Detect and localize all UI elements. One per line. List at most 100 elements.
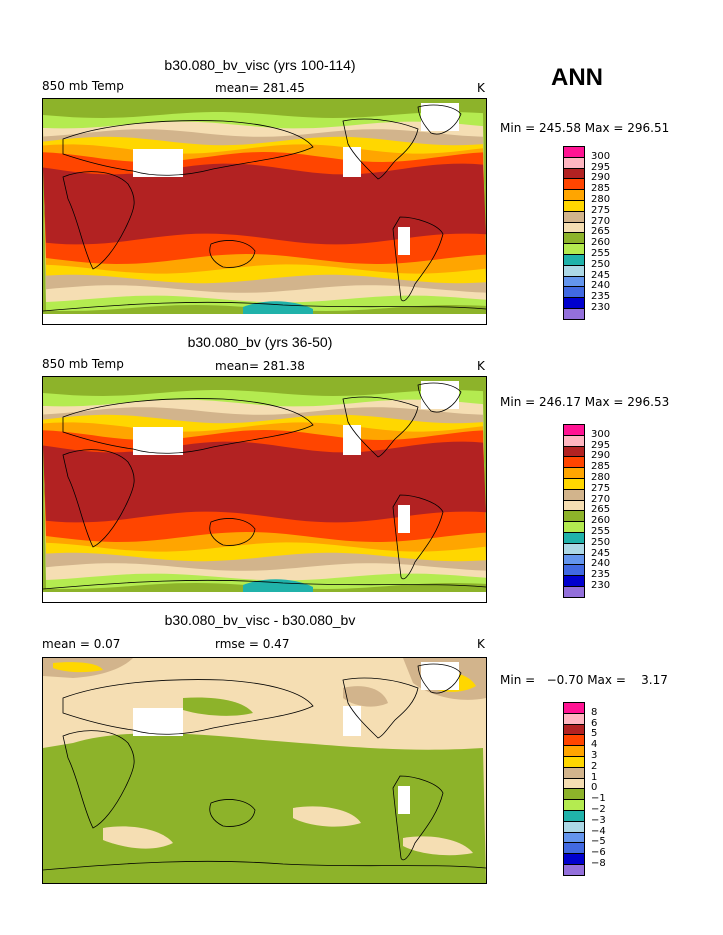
colorbar-box	[563, 221, 585, 234]
panel2-units: K	[477, 359, 485, 373]
panel3-title: b30.080_bv_visc - b30.080_bv	[164, 612, 356, 628]
colorbar-level-label: 300	[591, 150, 611, 162]
colorbar-level-label: 295	[591, 161, 611, 173]
colorbar-level-label: 270	[591, 493, 611, 505]
colorbar-box	[563, 167, 585, 180]
colorbar-box	[563, 424, 585, 436]
panel1-units: K	[477, 81, 485, 95]
coastline	[392, 494, 444, 580]
colorbar-box	[563, 521, 585, 533]
coastline	[209, 518, 256, 546]
diff-region-0-to-1	[293, 806, 361, 827]
colorbar-level-label: 3	[591, 750, 598, 761]
colorbar-level-label: 290	[591, 450, 611, 462]
colorbar-level-label: −4	[591, 825, 606, 837]
colorbar-box	[563, 820, 585, 833]
panel2-temperature-map	[42, 376, 487, 603]
high-terrain-mask	[398, 786, 410, 814]
colorbar-level-label: 275	[591, 482, 611, 494]
high-terrain-mask	[133, 427, 183, 455]
high-terrain-mask	[421, 103, 459, 131]
panel3-min-max: Min = −0.70 Max = 3.17	[500, 673, 668, 687]
colorbar-box	[563, 297, 585, 309]
colorbar-box	[563, 864, 585, 876]
high-terrain-mask	[133, 149, 183, 177]
panel3-rmse: rmse = 0.47	[215, 637, 290, 651]
colorbar-box	[563, 264, 585, 277]
colorbar-level-label: 4	[591, 739, 598, 751]
colorbar-box	[563, 445, 585, 458]
colorbar-level-label: 285	[591, 183, 611, 195]
colorbar-level-label: 260	[591, 237, 611, 249]
diff-region-1-to-2	[343, 686, 388, 707]
coastline	[342, 118, 419, 180]
diff-region-0-to-1	[103, 826, 173, 849]
colorbar-box	[563, 831, 585, 844]
colorbar-box	[563, 853, 585, 865]
panel1-min-max: Min = 245.58 Max = 296.51	[500, 121, 670, 135]
high-terrain-mask	[133, 708, 183, 736]
coastline	[62, 171, 135, 270]
colorbar-box	[563, 499, 585, 512]
colorbar-level-label: 250	[591, 536, 611, 548]
colorbar-box	[563, 745, 585, 757]
coastline	[62, 398, 314, 454]
diff-region-2-to-3	[53, 662, 103, 673]
panel3-difference-map	[42, 657, 487, 884]
colorbar-box	[563, 478, 585, 490]
colorbar-box	[563, 146, 585, 158]
colorbar-box	[563, 434, 585, 447]
coastline	[209, 240, 256, 268]
panel2-title: b30.080_bv (yrs 36-50)	[187, 334, 333, 350]
colorbar-level-label: 230	[591, 580, 611, 591]
high-terrain-mask	[398, 505, 410, 533]
coastline	[417, 382, 462, 413]
coastline	[342, 396, 419, 458]
antarctica-mask	[43, 314, 486, 324]
colorbar-level-label: 255	[591, 526, 611, 537]
colorbar-box	[563, 553, 585, 566]
panel3-mean: mean = 0.07	[42, 637, 121, 651]
colorbar-level-label: 240	[591, 280, 611, 292]
colorbar-box	[563, 788, 585, 801]
colorbar-box	[563, 308, 585, 320]
panel3-units: K	[477, 637, 485, 651]
colorbar-level-label: 245	[591, 269, 611, 281]
colorbar-box	[563, 575, 585, 587]
colorbar-level-label: 245	[591, 547, 611, 559]
colorbar-level-label: 260	[591, 515, 611, 527]
colorbar-level-label: 285	[591, 461, 611, 473]
coastline	[62, 679, 314, 735]
colorbar-box	[563, 712, 585, 725]
panel1-field-label: 850 mb Temp	[42, 79, 124, 93]
colorbar-box	[563, 275, 585, 288]
season-label: ANN	[551, 64, 603, 91]
colorbar-level-label: 235	[591, 291, 611, 303]
colorbar-box	[563, 702, 585, 714]
colorbar-box	[563, 723, 585, 736]
colorbar-level-label: 5	[591, 728, 598, 740]
coastline	[392, 775, 444, 861]
panel2-mean: mean= 281.38	[215, 359, 305, 373]
diff-region-0-to-1	[403, 836, 473, 856]
high-terrain-mask	[343, 706, 361, 736]
colorbar-box	[563, 232, 585, 245]
coastline	[417, 104, 462, 135]
colorbar-box	[563, 178, 585, 191]
colorbar-level-label: 300	[591, 428, 611, 440]
colorbar-level-label: 6	[591, 717, 598, 729]
colorbar-level-label: 0	[591, 782, 598, 794]
panel3-colorbar: 8 6 5 4 3 2 1 0 −1 −2 −3 −4 −5 −6 −8	[563, 702, 623, 876]
panel1-mean: mean= 281.45	[215, 81, 305, 95]
colorbar-level-label: 275	[591, 204, 611, 216]
colorbar-level-label: −5	[591, 836, 606, 848]
coastline	[209, 799, 256, 827]
colorbar-level-label: 265	[591, 504, 611, 516]
panel2-colorbar: 300 295 290 285 280 275 270 265 260 255 250 245 240 2…	[563, 424, 623, 598]
coastline	[62, 730, 135, 829]
antarctica-mask	[43, 592, 486, 602]
colorbar-box	[563, 488, 585, 501]
diff-region-0-to-neg1	[43, 733, 486, 883]
colorbar-box	[563, 510, 585, 523]
coastline	[43, 579, 486, 590]
